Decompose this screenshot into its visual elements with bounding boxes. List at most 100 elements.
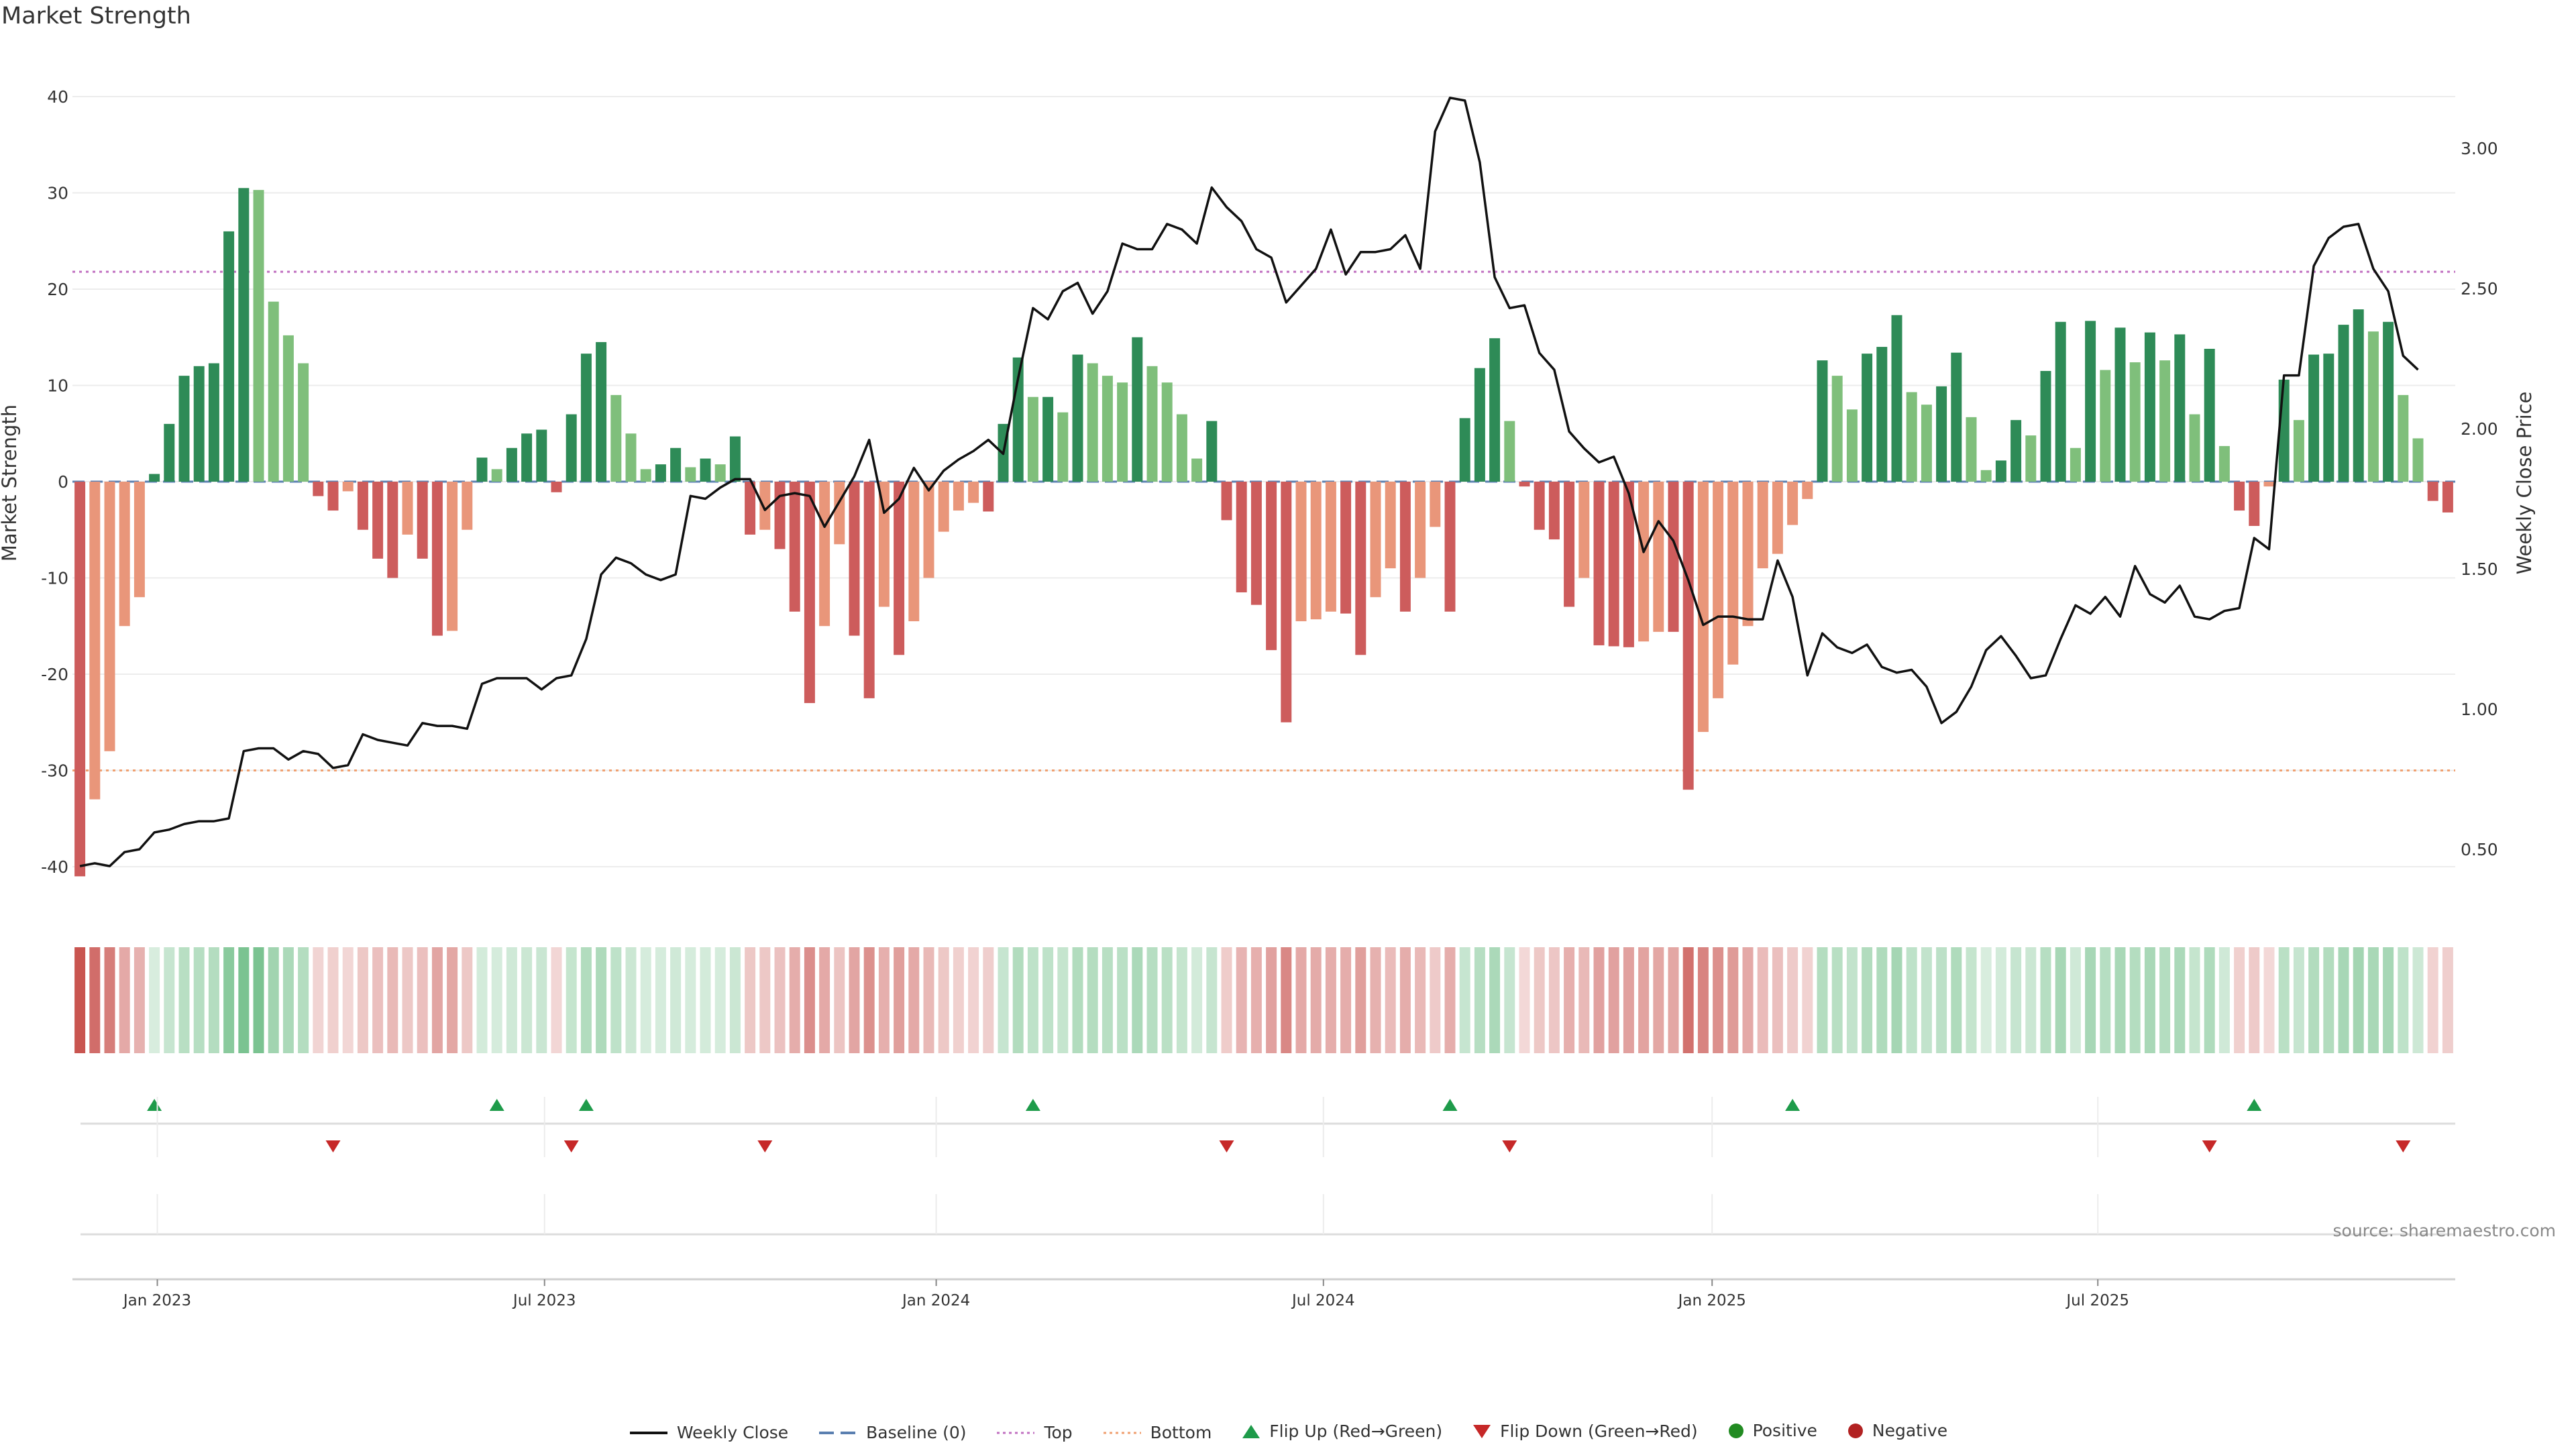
- y-tick-label-right: 2.00: [2461, 419, 2498, 439]
- strength-bar: [863, 482, 875, 698]
- strength-bar: [953, 482, 964, 511]
- y-tick-label-right: 1.00: [2461, 700, 2498, 719]
- strength-bar: [894, 482, 905, 655]
- heat-cell: [238, 947, 250, 1053]
- heat-cell: [894, 947, 905, 1053]
- heat-cell: [1236, 947, 1247, 1053]
- heat-cell: [1846, 947, 1858, 1053]
- heat-cell: [1727, 947, 1739, 1053]
- strength-bar: [2010, 420, 2022, 482]
- heat-cell: [1548, 947, 1560, 1053]
- x-tick-label: Jul 2024: [1291, 1292, 1355, 1309]
- heat-cell: [2055, 947, 2066, 1053]
- strength-bar: [164, 423, 175, 482]
- heat-cell: [2383, 947, 2394, 1053]
- strength-bar: [447, 482, 458, 631]
- strength-bar: [1444, 482, 1456, 612]
- legend-flip-up: Flip Up (Red→Green): [1241, 1421, 1442, 1441]
- heat-cell: [1146, 947, 1158, 1053]
- strength-bar: [1072, 354, 1083, 482]
- strength-bar: [1161, 382, 1173, 482]
- strength-bars: [74, 188, 2453, 877]
- strength-bar: [1191, 458, 1203, 482]
- strength-bar: [1489, 338, 1501, 482]
- heat-cell: [149, 947, 160, 1053]
- heat-cell: [1057, 947, 1069, 1053]
- strength-bar: [1876, 347, 1888, 482]
- triangle-down-icon: [1473, 1424, 1491, 1438]
- strength-bar: [1504, 421, 1515, 482]
- y-tick-label-left: -20: [41, 665, 68, 684]
- strength-bar: [1727, 482, 1739, 665]
- heat-cell: [878, 947, 890, 1053]
- heat-cell: [745, 947, 756, 1053]
- heat-cell: [2308, 947, 2320, 1053]
- strength-bar: [804, 482, 815, 704]
- weekly-close-series: [79, 97, 2419, 867]
- heat-cell: [431, 947, 443, 1053]
- strength-bar: [759, 482, 771, 530]
- heat-cell: [74, 947, 86, 1053]
- legend-flip-down: Flip Down (Green→Red): [1472, 1421, 1698, 1441]
- heat-cell: [1474, 947, 1485, 1053]
- heat-cell: [2338, 947, 2349, 1053]
- strength-bar: [402, 482, 413, 535]
- heat-cell: [2427, 947, 2438, 1053]
- legend-label: Positive: [1752, 1421, 1817, 1440]
- strength-bar: [1831, 376, 1843, 482]
- legend-label: Top: [1044, 1423, 1073, 1442]
- strength-bar: [789, 482, 800, 612]
- strength-bar: [268, 301, 279, 482]
- heat-cell: [462, 947, 473, 1053]
- strength-bar: [968, 482, 979, 503]
- heat-cell: [2398, 947, 2409, 1053]
- heat-cell: [119, 947, 130, 1053]
- heat-cell: [2100, 947, 2111, 1053]
- flip-down-marker: [1219, 1140, 1234, 1152]
- strength-bar: [1653, 482, 1664, 632]
- heat-cell: [1980, 947, 1992, 1053]
- heat-cell: [1593, 947, 1605, 1053]
- heat-cell: [1534, 947, 1545, 1053]
- heat-cell: [1742, 947, 1754, 1053]
- flip-up-marker: [1025, 1099, 1040, 1111]
- heat-cell: [610, 947, 622, 1053]
- strength-bar: [596, 341, 607, 482]
- heat-cell: [1459, 947, 1470, 1053]
- heat-cell: [1087, 947, 1098, 1053]
- strength-bar: [1206, 421, 1218, 482]
- heat-cell: [1802, 947, 1813, 1053]
- heat-cell: [2040, 947, 2051, 1053]
- strength-bar: [1697, 482, 1709, 733]
- x-tick-label: Jul 2025: [2065, 1292, 2129, 1309]
- strength-heat-strip: [74, 947, 2453, 1053]
- heat-cell: [2114, 947, 2126, 1053]
- heat-cell: [1444, 947, 1456, 1053]
- heat-cell: [1623, 947, 1634, 1053]
- heat-cell: [2174, 947, 2186, 1053]
- strength-bar: [417, 482, 428, 559]
- strength-bar: [1266, 482, 1277, 651]
- strength-bar: [357, 482, 368, 530]
- strength-bar: [491, 469, 502, 482]
- strength-bar: [133, 482, 145, 598]
- heat-cell: [625, 947, 637, 1053]
- flip-up-marker: [578, 1099, 594, 1111]
- heat-cell: [1399, 947, 1411, 1053]
- heat-cell: [1132, 947, 1143, 1053]
- heat-cell: [1638, 947, 1650, 1053]
- heat-cell: [223, 947, 235, 1053]
- strength-bar: [2055, 321, 2066, 482]
- heat-cell: [1862, 947, 1873, 1053]
- axis-layer: 40 30 20 10 0 -10 -20 -30 -40 3.00 2.50 2.00 1.50 1.0…: [0, 87, 2536, 877]
- strength-bar: [2040, 370, 2051, 482]
- heat-cell: [1921, 947, 1932, 1053]
- heat-cell: [2293, 947, 2304, 1053]
- heat-cell: [1310, 947, 1322, 1053]
- strength-bar: [1802, 482, 1813, 499]
- heat-cell: [1295, 947, 1307, 1053]
- strength-bar: [313, 482, 324, 496]
- y-tick-label-left: 40: [47, 87, 68, 107]
- heat-cell: [1876, 947, 1888, 1053]
- strength-bar: [1325, 482, 1336, 612]
